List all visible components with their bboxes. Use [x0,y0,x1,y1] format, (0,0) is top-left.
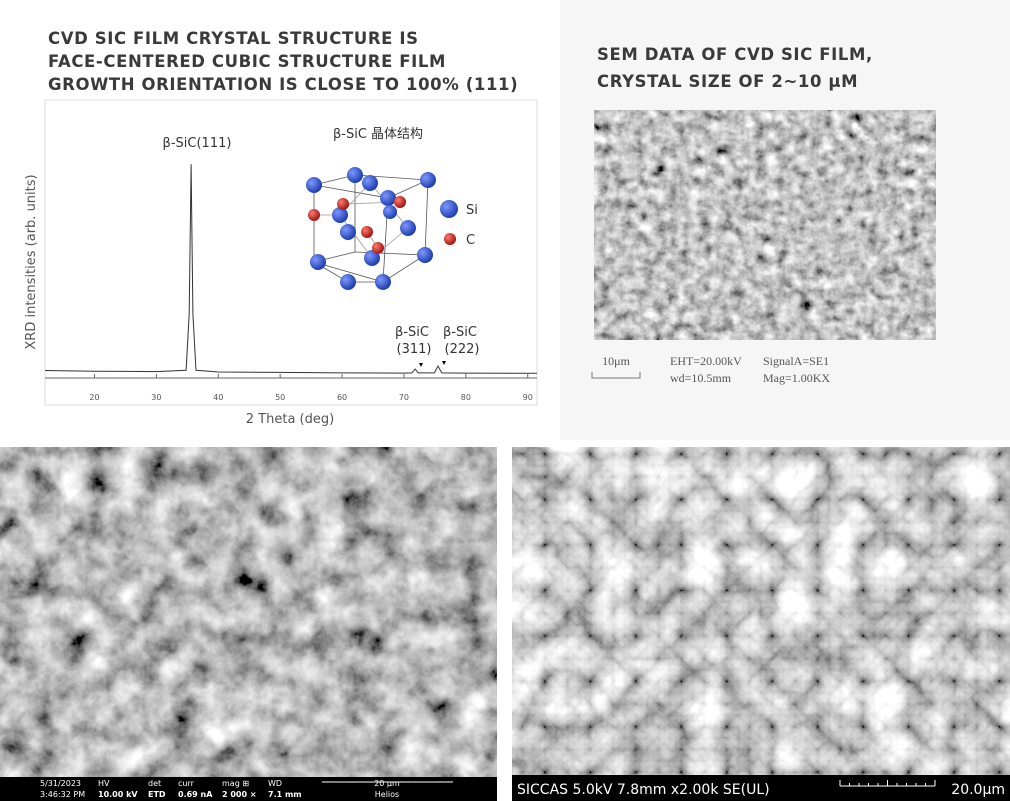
xrd-line [44,164,538,374]
sem-info: SignalA=SE1 [763,354,829,368]
info-text: 0.69 nA [178,790,213,799]
sem-info: EHT=20.00kV [670,354,742,368]
x-tick-label: 30 [151,393,161,402]
legend-label: Si [466,203,478,218]
title-line: GROWTH ORIENTATION IS CLOSE TO 100% (111… [48,75,518,94]
info-text: 10.00 kV [98,790,138,799]
sem-info: Mag=1.00KX [763,371,830,385]
info-text: 2 000 × [222,790,257,799]
x-axis-label: 2 Theta (deg) [246,412,334,427]
info-bar [512,775,1010,801]
x-tick-label: 50 [275,393,285,402]
info-text: WD [268,779,282,788]
peak-annotation: (222) [445,342,480,357]
info-text: 5/31/2023 [40,779,81,788]
info-text: curr [178,779,195,788]
info-text: 7.1 mm [268,790,302,799]
info-bar [0,777,497,801]
sem-image [594,110,936,340]
x-tick-label: 70 [399,393,409,402]
sem-image [512,447,1010,775]
crystal-atoms [306,167,436,290]
chart-frame [44,99,538,406]
x-tick-label: 90 [523,393,533,402]
title-line: FACE-CENTERED CUBIC STRUCTURE FILM [48,52,446,71]
info-text: mag ⊞ [222,779,249,788]
x-tick-label: 60 [337,393,347,402]
scale-bar [591,372,641,379]
sem-title-line: CRYSTAL SIZE OF 2~10 μM [597,72,858,91]
info-text: SICCAS 5.0kV 7.8mm x2.00k SE(UL) [517,782,770,798]
legend-swatch [444,233,456,245]
info-text: 20 µm [374,779,400,788]
x-tick-label: 40 [213,393,223,402]
x-tick-label: 20 [89,393,99,402]
peak-annotation: β-SiC [395,325,429,340]
peak-marker [419,363,423,367]
sem-title-line: SEM DATA OF CVD SIC FILM, [597,45,873,64]
legend-label: C [466,233,475,248]
sem-info: wd=10.5mm [670,371,732,385]
crystal-title: β-SiC 晶体结构 [333,127,423,142]
peak-annotation: (311) [397,342,432,357]
sem-image [0,447,497,777]
scale-label: 20.0µm [951,782,1005,798]
scale-bar [839,780,936,787]
info-text: det [148,779,161,788]
y-axis-label: XRD intensities (arb. units) [24,174,39,349]
legend-swatch [440,200,458,218]
info-bar-texts: 5/31/2023 3:46:32 PM HV 10.00 kV det ETD curr 0… [40,779,400,799]
xrd-chart: 20 30 40 50 60 70 80 90 β-SiC(111) β-SiC (311) β-Si… [44,136,538,402]
info-text: 3:46:32 PM [40,790,85,799]
peak-annotation: β-SiC [443,325,477,340]
info-text: HV [98,779,110,788]
peak-marker [442,361,446,365]
scale-label: 10μm [602,354,630,368]
x-tick-label: 80 [461,393,471,402]
title-line: CVD SIC FILM CRYSTAL STRUCTURE IS [48,29,419,48]
info-text: Helios [375,790,399,799]
info-text: ETD [148,790,166,799]
peak-annotation: β-SiC(111) [163,136,232,151]
